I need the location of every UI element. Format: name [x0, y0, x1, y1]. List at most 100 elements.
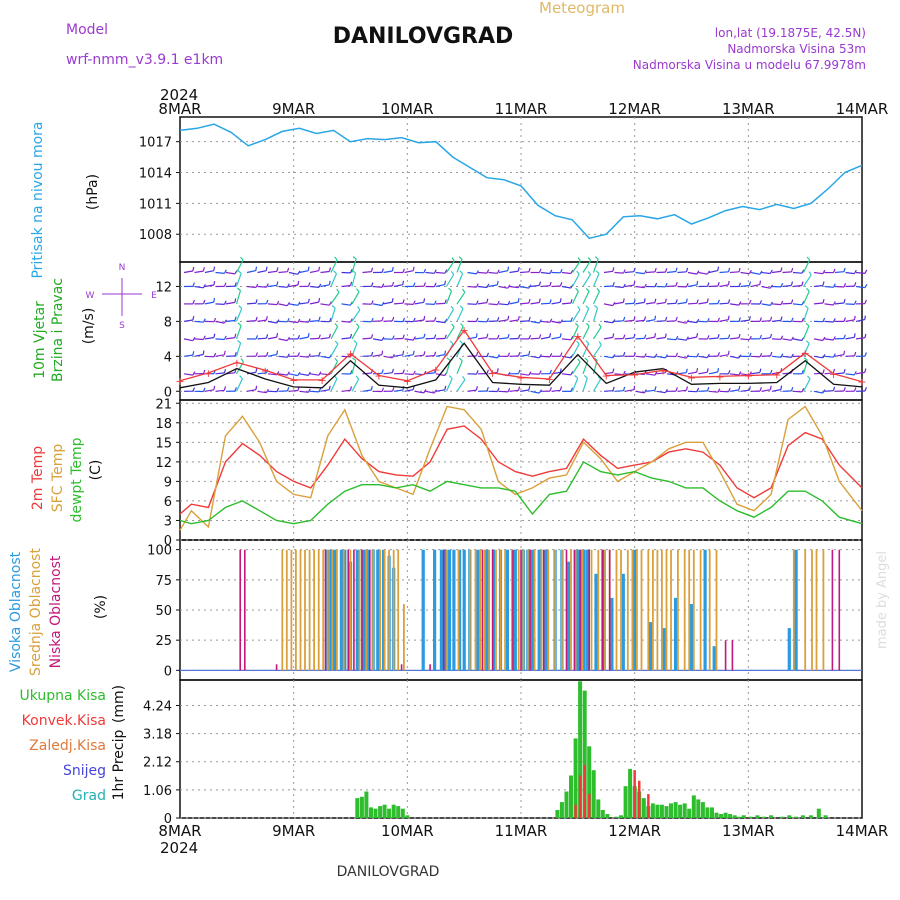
top-x-tick-label: 10MAR — [381, 100, 434, 118]
wind-barb — [624, 271, 635, 274]
precip-bar-0 — [359, 796, 364, 818]
wind-barb — [771, 303, 782, 306]
y-tick-label: 1008 — [139, 228, 172, 243]
wind-barb-flag — [790, 336, 794, 341]
y-tick-label: 6 — [164, 495, 172, 510]
precip-bar-0 — [808, 815, 813, 818]
wind-barb — [225, 337, 235, 340]
cloud-bar-1 — [474, 549, 477, 671]
wind-barb — [708, 390, 718, 393]
wind-barb — [204, 301, 214, 305]
wind-barb — [330, 326, 339, 340]
wind-barb — [530, 320, 540, 324]
wind-barb — [519, 354, 529, 357]
wind-barb — [761, 285, 771, 289]
wind-barb-flag — [528, 316, 531, 322]
wind-barb-flag — [594, 305, 598, 309]
wind-barb-flag — [664, 316, 668, 321]
wind-barb-flag — [349, 301, 353, 306]
wind-gust-marker: + — [431, 363, 440, 376]
bottom-x-tick-label: 12MAR — [608, 822, 661, 840]
cloud-bar-1 — [379, 549, 381, 671]
wind-barb-flag — [276, 319, 280, 324]
cloud-bar-2 — [831, 549, 834, 671]
wind-barb-flag — [475, 386, 478, 391]
wind-barb — [824, 285, 834, 288]
y-tick-label: 3.18 — [143, 728, 172, 743]
wind-barb — [792, 303, 803, 306]
wind-barb — [183, 319, 193, 322]
wind-barb-flag — [349, 281, 353, 286]
wind-barb-flag — [696, 299, 699, 304]
wind-barb — [719, 337, 729, 340]
precip-bar-1 — [578, 775, 582, 818]
wind-barb-flag — [412, 370, 416, 375]
cloud-bar-1 — [570, 549, 572, 671]
precip-bar-0 — [387, 808, 392, 818]
wind-barb — [698, 301, 708, 305]
wind-barb-flag — [370, 351, 374, 356]
wind-barb-flag — [297, 301, 301, 306]
y-tick-label: 3 — [164, 514, 172, 529]
wind-barb — [571, 361, 581, 375]
wind-barb — [477, 271, 488, 274]
wind-barb-flag — [353, 340, 358, 344]
wind-barb — [235, 342, 242, 357]
wind-barb-flag — [460, 322, 464, 327]
wind-barb — [299, 390, 309, 393]
cloud-bar-1 — [597, 549, 600, 671]
wind-barb-flag — [643, 389, 647, 394]
wind-barb-flag — [570, 299, 573, 304]
wind-barb — [204, 355, 215, 358]
wind-barb-flag — [297, 318, 301, 323]
wind-barb-flag — [192, 299, 195, 305]
wind-barb-flag — [276, 387, 280, 392]
precip-bar-0 — [619, 815, 623, 818]
compass-label: E — [151, 291, 157, 301]
cloud-bar-1 — [522, 549, 525, 671]
wind-barb-flag — [843, 267, 846, 272]
wind-barb — [425, 303, 435, 305]
wind-barb-flag — [696, 318, 700, 323]
wind-barb — [246, 302, 257, 305]
wind-barb — [645, 336, 655, 340]
wind-barb-flag — [598, 323, 602, 328]
wind-barb — [330, 273, 338, 287]
cloud-bar-2 — [608, 549, 611, 671]
wind-barb-flag — [475, 370, 479, 375]
wind-barb-flag — [286, 317, 290, 323]
wind-barb — [824, 390, 834, 392]
wind-barb — [813, 302, 824, 305]
cloud-bar-0 — [594, 573, 598, 671]
wind-barb — [372, 285, 383, 288]
wind-barb-flag — [801, 317, 805, 322]
wind-barb-flag — [496, 269, 500, 274]
footer-station: DANILOVGRAD — [337, 864, 440, 880]
precip-unit-label: (mm) — [111, 685, 127, 723]
y-tick-label: 1014 — [139, 167, 172, 182]
wind-barb — [267, 320, 278, 324]
wind-barb-flag — [475, 283, 479, 288]
wind-barb-flag — [423, 315, 426, 321]
cloud-bar-0 — [339, 549, 343, 671]
wind-barb — [824, 320, 834, 323]
wind-barb-flag — [255, 283, 259, 288]
wind-barb — [435, 302, 446, 305]
wind-barb — [582, 274, 592, 287]
wind-barb — [750, 284, 760, 288]
cloud-bar-1 — [295, 549, 297, 671]
wind-barb-flag — [759, 353, 763, 358]
wind-gust-line — [179, 328, 863, 383]
wind-barb — [435, 320, 445, 324]
wind-barb — [761, 303, 771, 306]
precip-bar-0 — [816, 808, 821, 818]
wind-barb-flag — [237, 340, 241, 344]
precip-bar-0 — [732, 815, 737, 818]
wind-barb-flag — [223, 282, 227, 287]
wind-barb-flag — [853, 371, 857, 376]
wind-barb — [194, 270, 204, 274]
precip-legend: Ukupna Kisa Konvek.Kisa Zaledj.Kisa Snijeg G… — [19, 688, 106, 804]
wind-barb-flag — [706, 298, 709, 303]
wind-barb-flag — [822, 298, 825, 304]
wind-barb — [425, 337, 435, 340]
